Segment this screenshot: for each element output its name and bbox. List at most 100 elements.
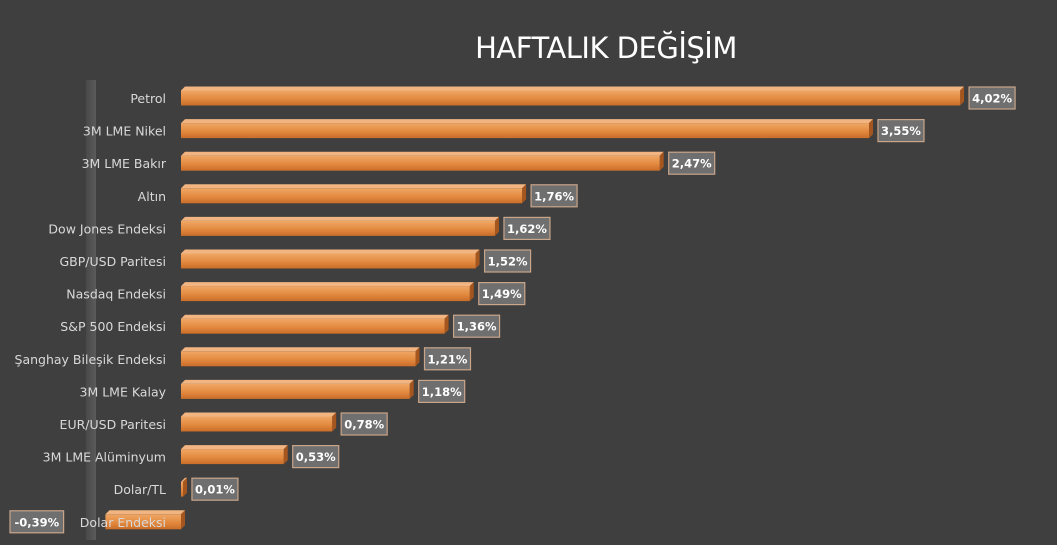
bar-side-face: [409, 379, 414, 399]
bar-8: [181, 314, 449, 334]
value-label-text: 1,49%: [482, 287, 522, 301]
bar-front-face: [181, 318, 445, 334]
bar-side-face: [183, 477, 187, 497]
bar-top-face: [181, 86, 965, 91]
value-label-text: 0,01%: [195, 483, 235, 497]
bar-side-face: [960, 86, 965, 106]
bar-top-face: [181, 282, 474, 287]
bar-side-face: [332, 412, 337, 432]
value-label-text: 1,21%: [428, 352, 468, 366]
bar-front-face: [181, 449, 284, 465]
category-label: 3M LME Nikel: [83, 124, 166, 139]
value-label-11: 0,78%: [340, 412, 388, 436]
bar-5: [181, 216, 499, 236]
bar-top-face: [181, 119, 873, 124]
value-label-10: 1,18%: [418, 379, 466, 403]
value-label-box: [191, 477, 239, 501]
value-label-3: 2,47%: [668, 151, 716, 175]
bar-front-face: [181, 90, 961, 106]
value-label-box: [423, 347, 472, 371]
category-label: Altın: [138, 189, 166, 204]
value-label-text: 0,53%: [296, 450, 336, 464]
bar-top-face: [181, 184, 527, 189]
value-label-text: 3,55%: [881, 124, 921, 138]
value-label-6: 1,52%: [483, 249, 532, 273]
bar-top-face: [181, 249, 480, 254]
bar-1: [181, 86, 965, 106]
bar-top-face: [181, 151, 664, 156]
bar-front-face: [181, 188, 523, 204]
value-label-box: [9, 510, 65, 534]
bar-2: [181, 119, 873, 139]
bar-front-face: [181, 416, 333, 432]
value-label-9: 1,21%: [423, 347, 472, 371]
value-label-box: [877, 118, 925, 143]
chart-title: HAFTALIK DEĞİŞİM: [475, 31, 737, 65]
bar-side-face: [283, 445, 288, 465]
bar-side-face: [522, 184, 527, 204]
value-label-13: 0,01%: [191, 477, 239, 501]
bar-side-face: [415, 347, 420, 367]
bar-front-face: [181, 253, 476, 269]
category-label: 3M LME Bakır: [82, 156, 167, 171]
bar-side-face: [181, 510, 185, 530]
category-label: Şanghay Bileşik Endeksi: [15, 352, 166, 367]
axis-wall: [86, 80, 96, 540]
bar-side-face: [868, 119, 873, 139]
bar-13: [181, 477, 187, 497]
bar-side-face: [659, 151, 664, 171]
bar-front-face: [181, 383, 410, 399]
bar-7: [181, 282, 474, 302]
category-label: Dolar/TL: [114, 482, 166, 497]
value-label-5: 1,62%: [503, 216, 551, 240]
category-label: GBP/USD Paritesi: [59, 254, 166, 269]
value-label-7: 1,49%: [478, 282, 526, 306]
bar-front-face: [181, 351, 416, 367]
category-label: S&P 500 Endeksi: [60, 319, 166, 334]
category-label: Petrol: [130, 91, 166, 106]
bar-top-face: [181, 216, 499, 221]
bar-10: [181, 379, 414, 399]
value-label-text: 1,76%: [534, 189, 574, 203]
bar-3: [181, 151, 664, 171]
value-label-box: [483, 249, 532, 273]
value-label-text: 1,36%: [457, 320, 497, 334]
category-label: Dow Jones Endeksi: [48, 221, 166, 236]
value-label-text: 1,62%: [507, 222, 547, 236]
value-label-box: [478, 282, 526, 306]
bar-front-face: [181, 220, 495, 236]
value-label-text: 4,02%: [972, 92, 1012, 106]
bar-front-face: [181, 155, 660, 171]
bar-top-face: [181, 347, 420, 352]
bar-4: [181, 184, 527, 204]
bar-side-face: [469, 282, 474, 302]
bar-9: [181, 347, 420, 367]
value-label-box: [968, 86, 1016, 110]
value-label-1: 4,02%: [968, 86, 1016, 110]
bar-top-face: [181, 477, 187, 482]
category-label: EUR/USD Paritesi: [60, 417, 166, 432]
bar-top-face: [181, 445, 288, 450]
value-label-box: [340, 412, 388, 436]
category-labels: Petrol 3M LME Nikel 3M LME Bakır Altın Dow J…: [15, 91, 167, 530]
bars-layer: [105, 86, 965, 530]
value-labels: 4,02% 3,55% 2,47% 1,76% 1,62% 1,52% 1,49% 1,36%…: [9, 86, 1016, 534]
category-label: Nasdaq Endeksi: [66, 287, 166, 302]
bar-top-face: [181, 314, 449, 319]
category-label: 3M LME Kalay: [80, 384, 167, 399]
value-label-box: [292, 445, 340, 469]
bar-side-face: [444, 314, 449, 334]
value-label-text: -0,39%: [14, 515, 59, 529]
bar-14: [105, 510, 185, 530]
bar-front-face: [105, 514, 181, 530]
value-label-text: 1,18%: [422, 385, 462, 399]
bar-side-face: [494, 216, 499, 236]
bar-11: [181, 412, 337, 432]
bar-front-face: [181, 481, 183, 497]
value-label-box: [418, 379, 466, 403]
value-label-4: 1,76%: [530, 184, 578, 208]
value-label-12: 0,53%: [292, 445, 340, 469]
value-label-text: 0,78%: [344, 418, 384, 432]
value-label-box: [452, 314, 501, 338]
